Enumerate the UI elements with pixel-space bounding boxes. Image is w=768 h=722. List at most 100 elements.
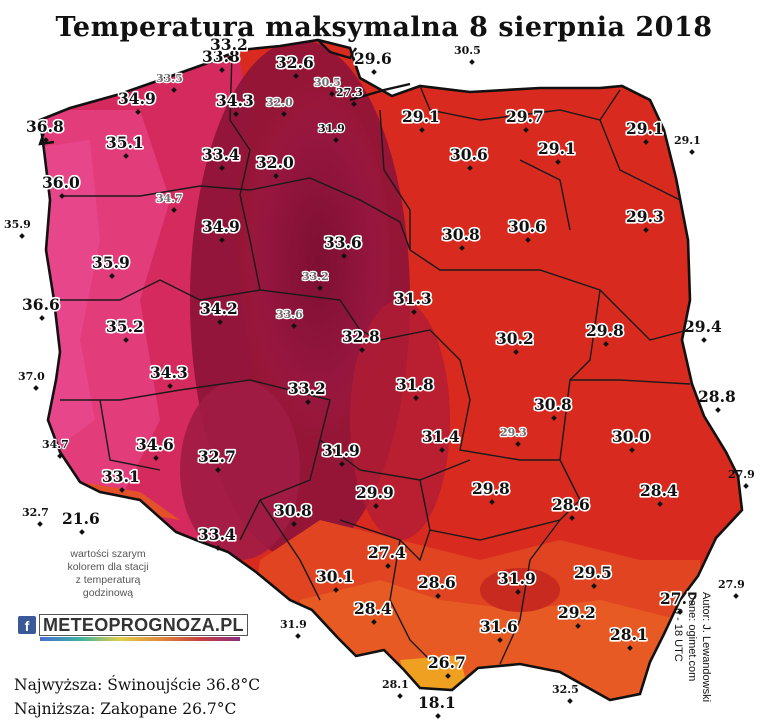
station-temperature: 29.1: [626, 119, 664, 138]
station-temperature: 29.7: [506, 107, 544, 126]
station-marker: [411, 309, 417, 315]
station-temperature: 30.5: [454, 44, 481, 57]
station-marker: [373, 503, 379, 509]
station-marker: [295, 633, 301, 639]
station-temperature: 33.4: [202, 145, 240, 164]
station-marker: [219, 67, 225, 73]
station-marker: [397, 693, 403, 699]
station-temperature: 31.9: [280, 618, 307, 631]
station-temperature: 28.4: [354, 599, 392, 618]
station-temperature: 29.6: [354, 49, 392, 68]
station-marker: [445, 673, 451, 679]
credits: Autor: J. Lewandowski Dane: ogimet.com 6…: [668, 592, 728, 714]
station-marker: [339, 461, 345, 467]
station-temperature: 18.1: [418, 693, 456, 712]
station-temperature: 30.6: [450, 145, 488, 164]
station-temperature: 29.5: [574, 563, 612, 582]
station-marker: [551, 415, 557, 421]
station-temperature: 35.2: [106, 317, 144, 336]
station-marker: [293, 73, 299, 79]
station-temperature: 30.5: [314, 76, 341, 89]
station-marker: [515, 589, 521, 595]
station-temperature: 29.8: [472, 479, 510, 498]
station-temperature: 31.9: [318, 122, 345, 135]
station-temperature: 30.6: [508, 217, 546, 236]
station-marker: [643, 139, 649, 145]
station-marker: [575, 623, 581, 629]
station-marker: [439, 447, 445, 453]
station-marker: [435, 593, 441, 599]
station-temperature: 30.0: [612, 427, 650, 446]
min-temperature: Najniższa: Zakopane 26.7°C: [14, 700, 237, 718]
station-temperature: 33.6: [324, 233, 362, 252]
station-temperature: 29.1: [402, 107, 440, 126]
station-marker: [467, 165, 473, 171]
station-marker: [135, 109, 141, 115]
station-marker: [567, 698, 573, 704]
station-temperature: 37.0: [18, 370, 45, 383]
station-temperature: 34.6: [136, 435, 174, 454]
station-temperature: 31.8: [396, 375, 434, 394]
station-marker: [371, 69, 377, 75]
station-temperature: 28.1: [610, 625, 648, 644]
station-temperature: 29.4: [684, 317, 722, 336]
station-marker: [677, 609, 683, 615]
station-marker: [79, 529, 85, 535]
station-temperature: 28.6: [418, 573, 456, 592]
station-marker: [555, 159, 561, 165]
voivodeship-borders: [54, 53, 691, 665]
station-temperature: 28.4: [640, 481, 678, 500]
station-marker: [603, 341, 609, 347]
station-marker: [515, 441, 521, 447]
station-temperature: 27.7: [660, 589, 698, 608]
station-marker: [333, 587, 339, 593]
station-marker: [217, 319, 223, 325]
station-marker: [371, 619, 377, 625]
station-marker: [351, 101, 357, 107]
station-marker: [317, 285, 323, 291]
station-marker: [329, 91, 335, 97]
station-marker: [643, 227, 649, 233]
station-temperature: 30.8: [534, 395, 572, 414]
station-marker: [657, 501, 663, 507]
station-temperature: 29.3: [500, 426, 527, 439]
station-temperature: 32.0: [256, 153, 294, 172]
station-temperature: 33.5: [156, 72, 183, 85]
facebook-icon[interactable]: f: [18, 616, 36, 634]
station-marker: [167, 383, 173, 389]
meteoprognoza-logo[interactable]: f METEOPROGNOZA.PL: [18, 614, 248, 636]
station-temperature: 34.9: [202, 217, 240, 236]
credit-time: 6 - 18 UTC: [672, 608, 684, 662]
station-temperature: 35.1: [106, 133, 144, 152]
station-temperature: 35.9: [4, 218, 31, 231]
station-temperature: 27.3: [336, 86, 363, 99]
station-temperature: 32.8: [342, 327, 380, 346]
station-temperature: 32.5: [552, 683, 579, 696]
station-temperature: 34.7: [156, 192, 183, 205]
station-marker: [123, 337, 129, 343]
station-temperature: 32.7: [198, 447, 236, 466]
station-marker: [689, 149, 695, 155]
station-marker: [219, 165, 225, 171]
station-marker: [489, 499, 495, 505]
grey-values-note: wartości szarym kolorem dla stacji z tem…: [52, 548, 164, 600]
station-marker: [33, 385, 39, 391]
station-marker: [435, 713, 441, 719]
station-marker: [39, 315, 45, 321]
station-temperature: 36.0: [42, 173, 80, 192]
station-marker: [281, 111, 287, 117]
station-temperature: 31.3: [394, 289, 432, 308]
station-temperature: 28.1: [382, 678, 409, 691]
station-temperature: 31.9: [498, 569, 536, 588]
station-marker: [305, 399, 311, 405]
station-marker: [591, 583, 597, 589]
station-marker: [743, 483, 749, 489]
station-temperature: 29.3: [626, 207, 664, 226]
station-marker: [413, 395, 419, 401]
note-line: kolorem dla stacji: [67, 561, 149, 573]
station-temperature: 30.8: [442, 225, 480, 244]
station-temperature: 27.9: [718, 578, 745, 591]
station-temperature: 31.6: [480, 617, 518, 636]
station-marker: [341, 253, 347, 259]
